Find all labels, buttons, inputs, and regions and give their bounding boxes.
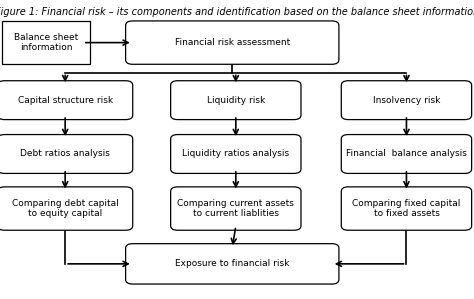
Text: Financial  balance analysis: Financial balance analysis [346, 150, 467, 158]
Text: Insolvency risk: Insolvency risk [373, 96, 440, 105]
FancyBboxPatch shape [341, 81, 472, 120]
FancyBboxPatch shape [0, 81, 133, 120]
FancyBboxPatch shape [171, 135, 301, 173]
Text: Comparing current assets
to current liablities: Comparing current assets to current liab… [177, 199, 294, 218]
Text: Exposure to financial risk: Exposure to financial risk [175, 259, 290, 269]
FancyBboxPatch shape [341, 135, 472, 173]
FancyBboxPatch shape [2, 21, 90, 64]
FancyBboxPatch shape [126, 21, 339, 64]
Text: Debt ratios analysis: Debt ratios analysis [20, 150, 110, 158]
Text: Comparing debt capital
to equity capital: Comparing debt capital to equity capital [12, 199, 118, 218]
Text: Figure 1: Financial risk – its components and identification based on the balanc: Figure 1: Financial risk – its component… [0, 7, 474, 17]
FancyBboxPatch shape [171, 187, 301, 230]
FancyBboxPatch shape [0, 187, 133, 230]
FancyBboxPatch shape [341, 187, 472, 230]
Text: Financial risk assessment: Financial risk assessment [174, 38, 290, 47]
FancyBboxPatch shape [171, 81, 301, 120]
FancyBboxPatch shape [0, 135, 133, 173]
Text: Liquidity ratios analysis: Liquidity ratios analysis [182, 150, 290, 158]
Text: Liquidity risk: Liquidity risk [207, 96, 265, 105]
Text: Comparing fixed capital
to fixed assets: Comparing fixed capital to fixed assets [352, 199, 461, 218]
FancyBboxPatch shape [126, 244, 339, 284]
Text: Balance sheet
information: Balance sheet information [14, 33, 78, 52]
Text: Capital structure risk: Capital structure risk [18, 96, 113, 105]
